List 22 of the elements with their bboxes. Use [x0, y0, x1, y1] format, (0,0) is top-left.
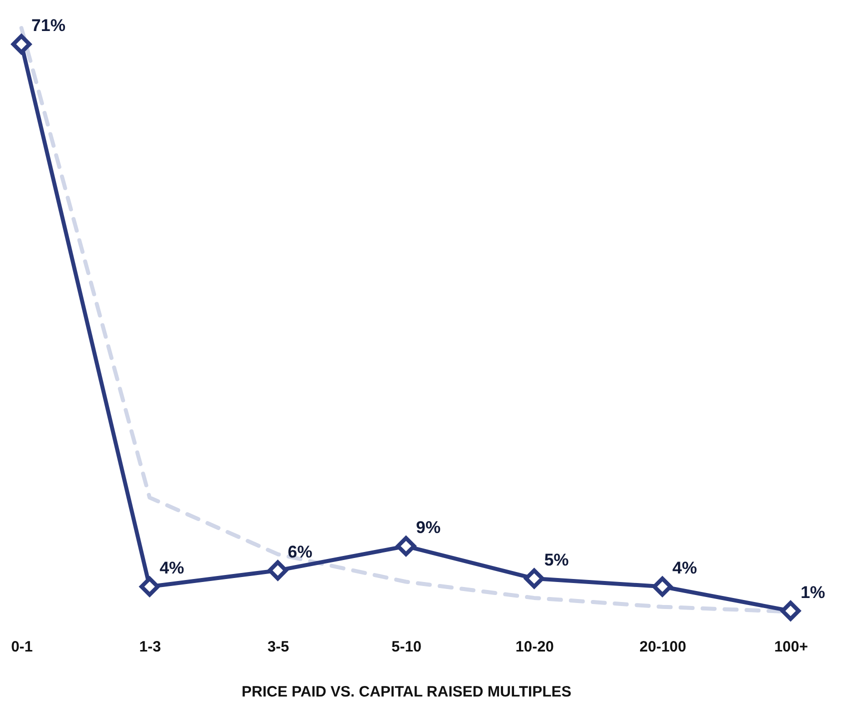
- data-label: 6%: [288, 542, 312, 562]
- point: [396, 536, 416, 556]
- x-axis-title: PRICE PAID VS. CAPITAL RAISED MULTIPLES: [242, 684, 572, 700]
- data-label: 9%: [416, 518, 441, 538]
- x-tick-label: 10-20: [516, 638, 554, 656]
- data-label: 4%: [672, 558, 697, 578]
- data-label: 4%: [160, 558, 184, 578]
- point: [268, 560, 288, 580]
- data-label: 1%: [800, 582, 826, 602]
- point: [140, 576, 160, 597]
- data-label: 71%: [31, 16, 66, 36]
- x-tick-label: 100+: [774, 638, 808, 656]
- data-label: 5%: [544, 550, 569, 570]
- point: [524, 568, 544, 589]
- point: [652, 576, 672, 597]
- x-tick-label: 3-5: [267, 638, 290, 656]
- point: [11, 34, 32, 54]
- point: [780, 600, 801, 621]
- x-tick-label: 0-1: [11, 638, 33, 656]
- x-tick-label: 1-3: [139, 638, 161, 656]
- x-tick-label: 20-100: [640, 638, 686, 656]
- x-tick-label: 5-10: [391, 638, 422, 656]
